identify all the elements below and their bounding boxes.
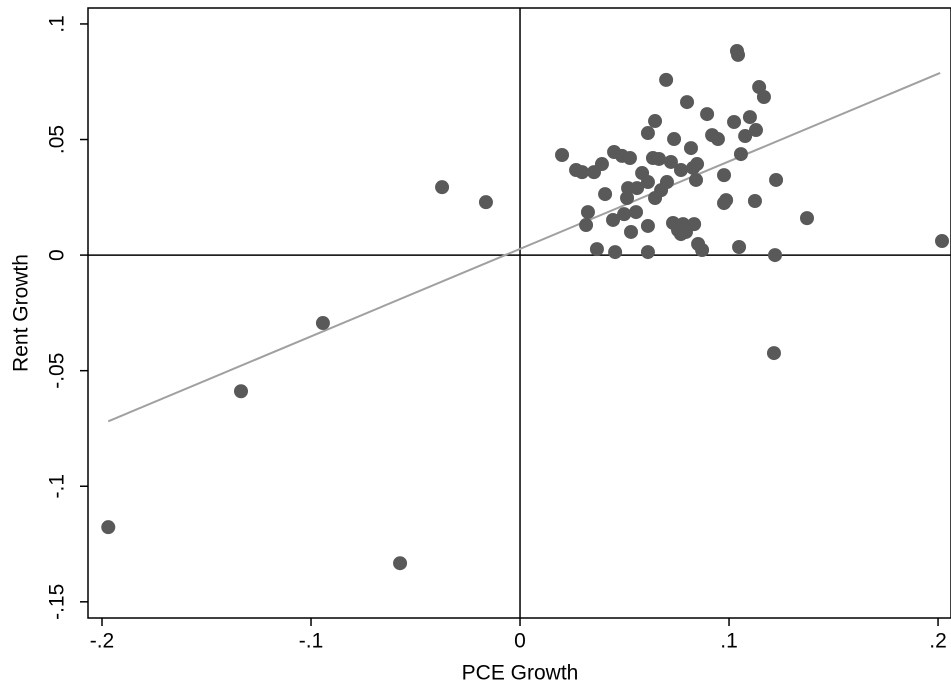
point — [315, 316, 330, 331]
point — [727, 114, 742, 129]
point — [683, 141, 698, 156]
point — [580, 205, 595, 220]
point — [652, 151, 667, 166]
point — [695, 243, 710, 258]
point — [756, 89, 771, 104]
point — [393, 556, 408, 571]
point — [710, 132, 725, 147]
point — [731, 47, 746, 62]
y-axis-title: Rent Growth — [10, 254, 33, 372]
point — [640, 175, 655, 190]
point — [579, 218, 594, 233]
point — [617, 207, 632, 222]
point — [589, 242, 604, 257]
point — [935, 233, 950, 248]
point — [575, 165, 590, 180]
point — [717, 168, 732, 183]
x-tick-label: .1 — [720, 630, 738, 653]
point — [768, 248, 783, 263]
point — [687, 217, 702, 232]
point — [733, 147, 748, 162]
point — [594, 157, 609, 172]
y-tick-label: -.05 — [46, 353, 69, 389]
point — [738, 129, 753, 144]
point — [799, 211, 814, 226]
point — [620, 191, 635, 206]
x-tick-label: -.1 — [299, 630, 324, 653]
point — [640, 245, 655, 260]
point — [606, 212, 621, 227]
point — [622, 151, 637, 166]
x-axis-title: PCE Growth — [462, 662, 579, 685]
point — [769, 172, 784, 187]
point — [598, 187, 613, 202]
point — [629, 205, 644, 220]
point — [748, 123, 763, 138]
x-tick-label: .2 — [929, 630, 947, 653]
point — [648, 191, 663, 206]
point — [648, 114, 663, 129]
point — [742, 110, 757, 125]
fit-line — [107, 72, 941, 423]
y-tick-label: .1 — [46, 15, 69, 33]
x-tick-label: -.2 — [90, 630, 115, 653]
point — [690, 157, 705, 172]
point — [673, 163, 688, 178]
y-tick-label: .05 — [46, 125, 69, 154]
y-tick-label: -.15 — [46, 584, 69, 620]
point — [689, 172, 704, 187]
y-tick-label: 0 — [46, 249, 69, 261]
point — [680, 95, 695, 110]
point — [640, 218, 655, 233]
point — [663, 154, 678, 169]
point — [608, 245, 623, 260]
point — [640, 126, 655, 141]
y-tick-label: -.1 — [46, 474, 69, 499]
point — [717, 196, 732, 211]
point — [435, 180, 450, 195]
point — [732, 240, 747, 255]
point — [101, 520, 116, 535]
point — [667, 132, 682, 147]
point — [624, 224, 639, 239]
point — [766, 346, 781, 361]
point — [659, 72, 674, 87]
x-tick-label: 0 — [514, 630, 526, 653]
point — [700, 107, 715, 122]
point — [555, 148, 570, 163]
point — [747, 194, 762, 209]
point — [233, 384, 248, 399]
point — [673, 227, 688, 242]
point — [630, 181, 645, 196]
point — [478, 195, 493, 210]
